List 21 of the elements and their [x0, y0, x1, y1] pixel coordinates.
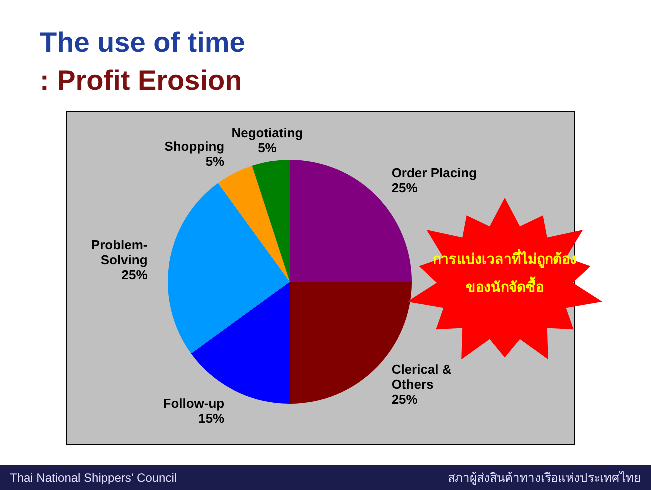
text: สภาผู้ส่งสินค้าทางเรือแห่งประเทศไทย: [448, 471, 641, 486]
text: Thai National Shippers' Council: [10, 471, 178, 485]
data-label: 25%: [122, 267, 148, 282]
data-label: 25%: [392, 180, 418, 196]
pie-slice: [218, 166, 290, 282]
text: การแบ่งเวลาที่ไม่ถูกต้อง: [433, 249, 577, 268]
text: ของนักจัดซื้อ: [466, 276, 544, 296]
slice-label: Clerical & Others: [392, 362, 452, 392]
chart-title: The use of time: [40, 27, 246, 58]
data-label: 5%: [258, 140, 278, 156]
chart-subtitle: : Profit Erosion: [40, 65, 242, 96]
slice-label: Negotiating: [232, 125, 304, 140]
slice-label: Shopping: [164, 139, 225, 154]
slice-label: Follow-up: [163, 396, 225, 411]
pie-slice: [168, 183, 290, 354]
pie-slice: [252, 160, 290, 282]
slice-label: Problem-Solving: [91, 237, 148, 268]
data-label: 5%: [206, 154, 226, 170]
data-label: 25%: [392, 392, 418, 407]
data-label: 15%: [198, 410, 226, 426]
slice-label: Order Placing: [392, 166, 478, 181]
